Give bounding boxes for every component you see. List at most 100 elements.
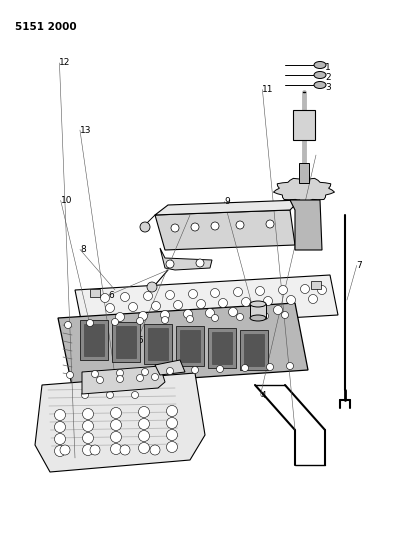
Text: 13: 13 <box>80 126 91 134</box>
Circle shape <box>196 300 205 309</box>
Circle shape <box>136 375 143 382</box>
Circle shape <box>160 311 169 319</box>
Bar <box>211 332 231 364</box>
Circle shape <box>141 368 148 376</box>
Circle shape <box>166 430 177 440</box>
Bar <box>116 326 136 358</box>
Circle shape <box>106 392 113 399</box>
Circle shape <box>218 298 227 308</box>
Bar <box>144 324 172 364</box>
Polygon shape <box>289 200 321 250</box>
Circle shape <box>82 408 93 419</box>
Circle shape <box>210 288 219 297</box>
Polygon shape <box>155 360 184 375</box>
Text: 10: 10 <box>61 196 72 205</box>
Circle shape <box>81 392 88 399</box>
Circle shape <box>165 290 174 300</box>
Text: 4: 4 <box>260 391 265 400</box>
Circle shape <box>278 286 287 295</box>
Bar <box>148 328 168 360</box>
Circle shape <box>151 374 158 381</box>
Circle shape <box>91 370 98 377</box>
Circle shape <box>120 445 130 455</box>
Circle shape <box>86 319 93 327</box>
Ellipse shape <box>313 71 325 78</box>
Text: 5: 5 <box>137 336 143 344</box>
Circle shape <box>116 376 123 383</box>
Circle shape <box>211 314 218 321</box>
Circle shape <box>191 223 198 231</box>
Circle shape <box>96 376 103 384</box>
Text: 1: 1 <box>324 62 330 71</box>
Circle shape <box>111 319 118 326</box>
Circle shape <box>131 392 138 399</box>
Circle shape <box>211 222 218 230</box>
Bar <box>80 320 108 360</box>
Polygon shape <box>273 179 334 203</box>
Circle shape <box>138 418 149 430</box>
Circle shape <box>191 367 198 374</box>
Circle shape <box>161 317 168 324</box>
Circle shape <box>110 408 121 418</box>
Polygon shape <box>58 303 307 386</box>
Bar <box>310 281 320 289</box>
Circle shape <box>236 313 243 320</box>
Circle shape <box>171 224 179 232</box>
Text: 5151 2000: 5151 2000 <box>15 22 76 32</box>
Circle shape <box>128 303 137 311</box>
Circle shape <box>54 422 65 432</box>
Bar <box>298 163 308 183</box>
Circle shape <box>110 419 121 431</box>
Text: 11: 11 <box>262 85 273 94</box>
Bar <box>90 289 100 297</box>
Circle shape <box>139 222 150 232</box>
Circle shape <box>166 417 177 429</box>
Circle shape <box>66 372 73 378</box>
Circle shape <box>188 289 197 298</box>
Bar <box>239 330 267 370</box>
Circle shape <box>228 308 237 317</box>
Circle shape <box>265 220 273 228</box>
Circle shape <box>286 362 293 369</box>
Circle shape <box>54 409 65 421</box>
Text: 8: 8 <box>80 245 85 254</box>
Circle shape <box>82 445 93 456</box>
Polygon shape <box>35 373 204 472</box>
Circle shape <box>143 292 152 301</box>
Circle shape <box>186 316 193 322</box>
Polygon shape <box>160 248 211 270</box>
Circle shape <box>273 305 282 314</box>
Text: 12: 12 <box>59 59 71 67</box>
Text: 7: 7 <box>356 261 362 270</box>
Circle shape <box>233 287 242 296</box>
Circle shape <box>266 364 273 370</box>
Text: 3: 3 <box>324 83 330 92</box>
Circle shape <box>263 296 272 305</box>
Circle shape <box>205 309 214 318</box>
Circle shape <box>300 285 309 294</box>
Circle shape <box>236 221 243 229</box>
Circle shape <box>82 432 93 443</box>
Circle shape <box>166 441 177 453</box>
Circle shape <box>105 303 114 312</box>
Circle shape <box>196 259 204 267</box>
Circle shape <box>54 433 65 445</box>
Circle shape <box>120 293 129 302</box>
Circle shape <box>136 318 143 325</box>
Circle shape <box>138 407 149 417</box>
Circle shape <box>261 312 268 319</box>
Polygon shape <box>155 210 294 250</box>
Circle shape <box>82 421 93 432</box>
Bar <box>175 326 204 366</box>
Circle shape <box>115 312 124 321</box>
Bar <box>180 330 200 362</box>
Ellipse shape <box>249 315 265 321</box>
Bar <box>292 110 314 140</box>
Circle shape <box>166 367 173 375</box>
Text: 6: 6 <box>108 291 114 300</box>
Circle shape <box>100 294 109 303</box>
Text: 9: 9 <box>224 197 229 206</box>
Circle shape <box>173 301 182 310</box>
Circle shape <box>138 431 149 441</box>
Circle shape <box>241 365 248 372</box>
